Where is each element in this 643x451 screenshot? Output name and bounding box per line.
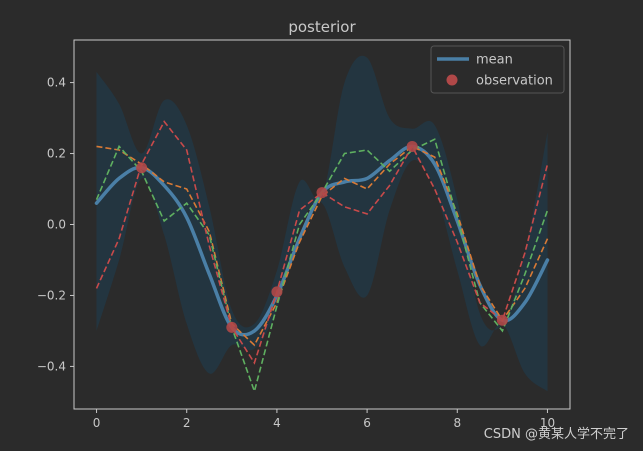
x-tick-label: 0 [93,416,101,430]
y-tick-label: −0.4 [37,359,66,373]
observation-marker [406,140,418,152]
y-tick-label: 0.2 [47,147,66,161]
x-tick-label: 6 [363,416,371,430]
y-tick-label: 0.0 [47,218,66,232]
plot-area [94,55,550,395]
sample-line-1 [96,145,549,347]
x-tick-label: 8 [453,416,461,430]
legend-label-observation: observation [476,74,553,89]
legend-label-mean: mean [476,53,513,68]
chart-title: posterior [288,18,356,36]
sample-line-3 [95,120,549,365]
legend-observation-swatch [446,74,458,86]
axes: 0 2 4 6 8 10 −0.4 −0.2 0.0 0.2 0.4 [37,39,571,430]
y-tick-label: 0.4 [47,76,66,90]
y-tick-label: −0.2 [37,288,66,302]
watermark: CSDN @黄某人学不完了 [483,427,629,442]
observation-marker [136,162,148,174]
observation-marker [226,321,238,333]
x-tick-label: 2 [183,416,191,430]
x-tick-label: 4 [273,416,281,430]
observation-marker [316,187,328,199]
observation-marker [496,314,508,326]
observation-marker [271,286,283,298]
x-tick-label: 10 [540,416,555,430]
legend: mean observation [430,45,565,94]
